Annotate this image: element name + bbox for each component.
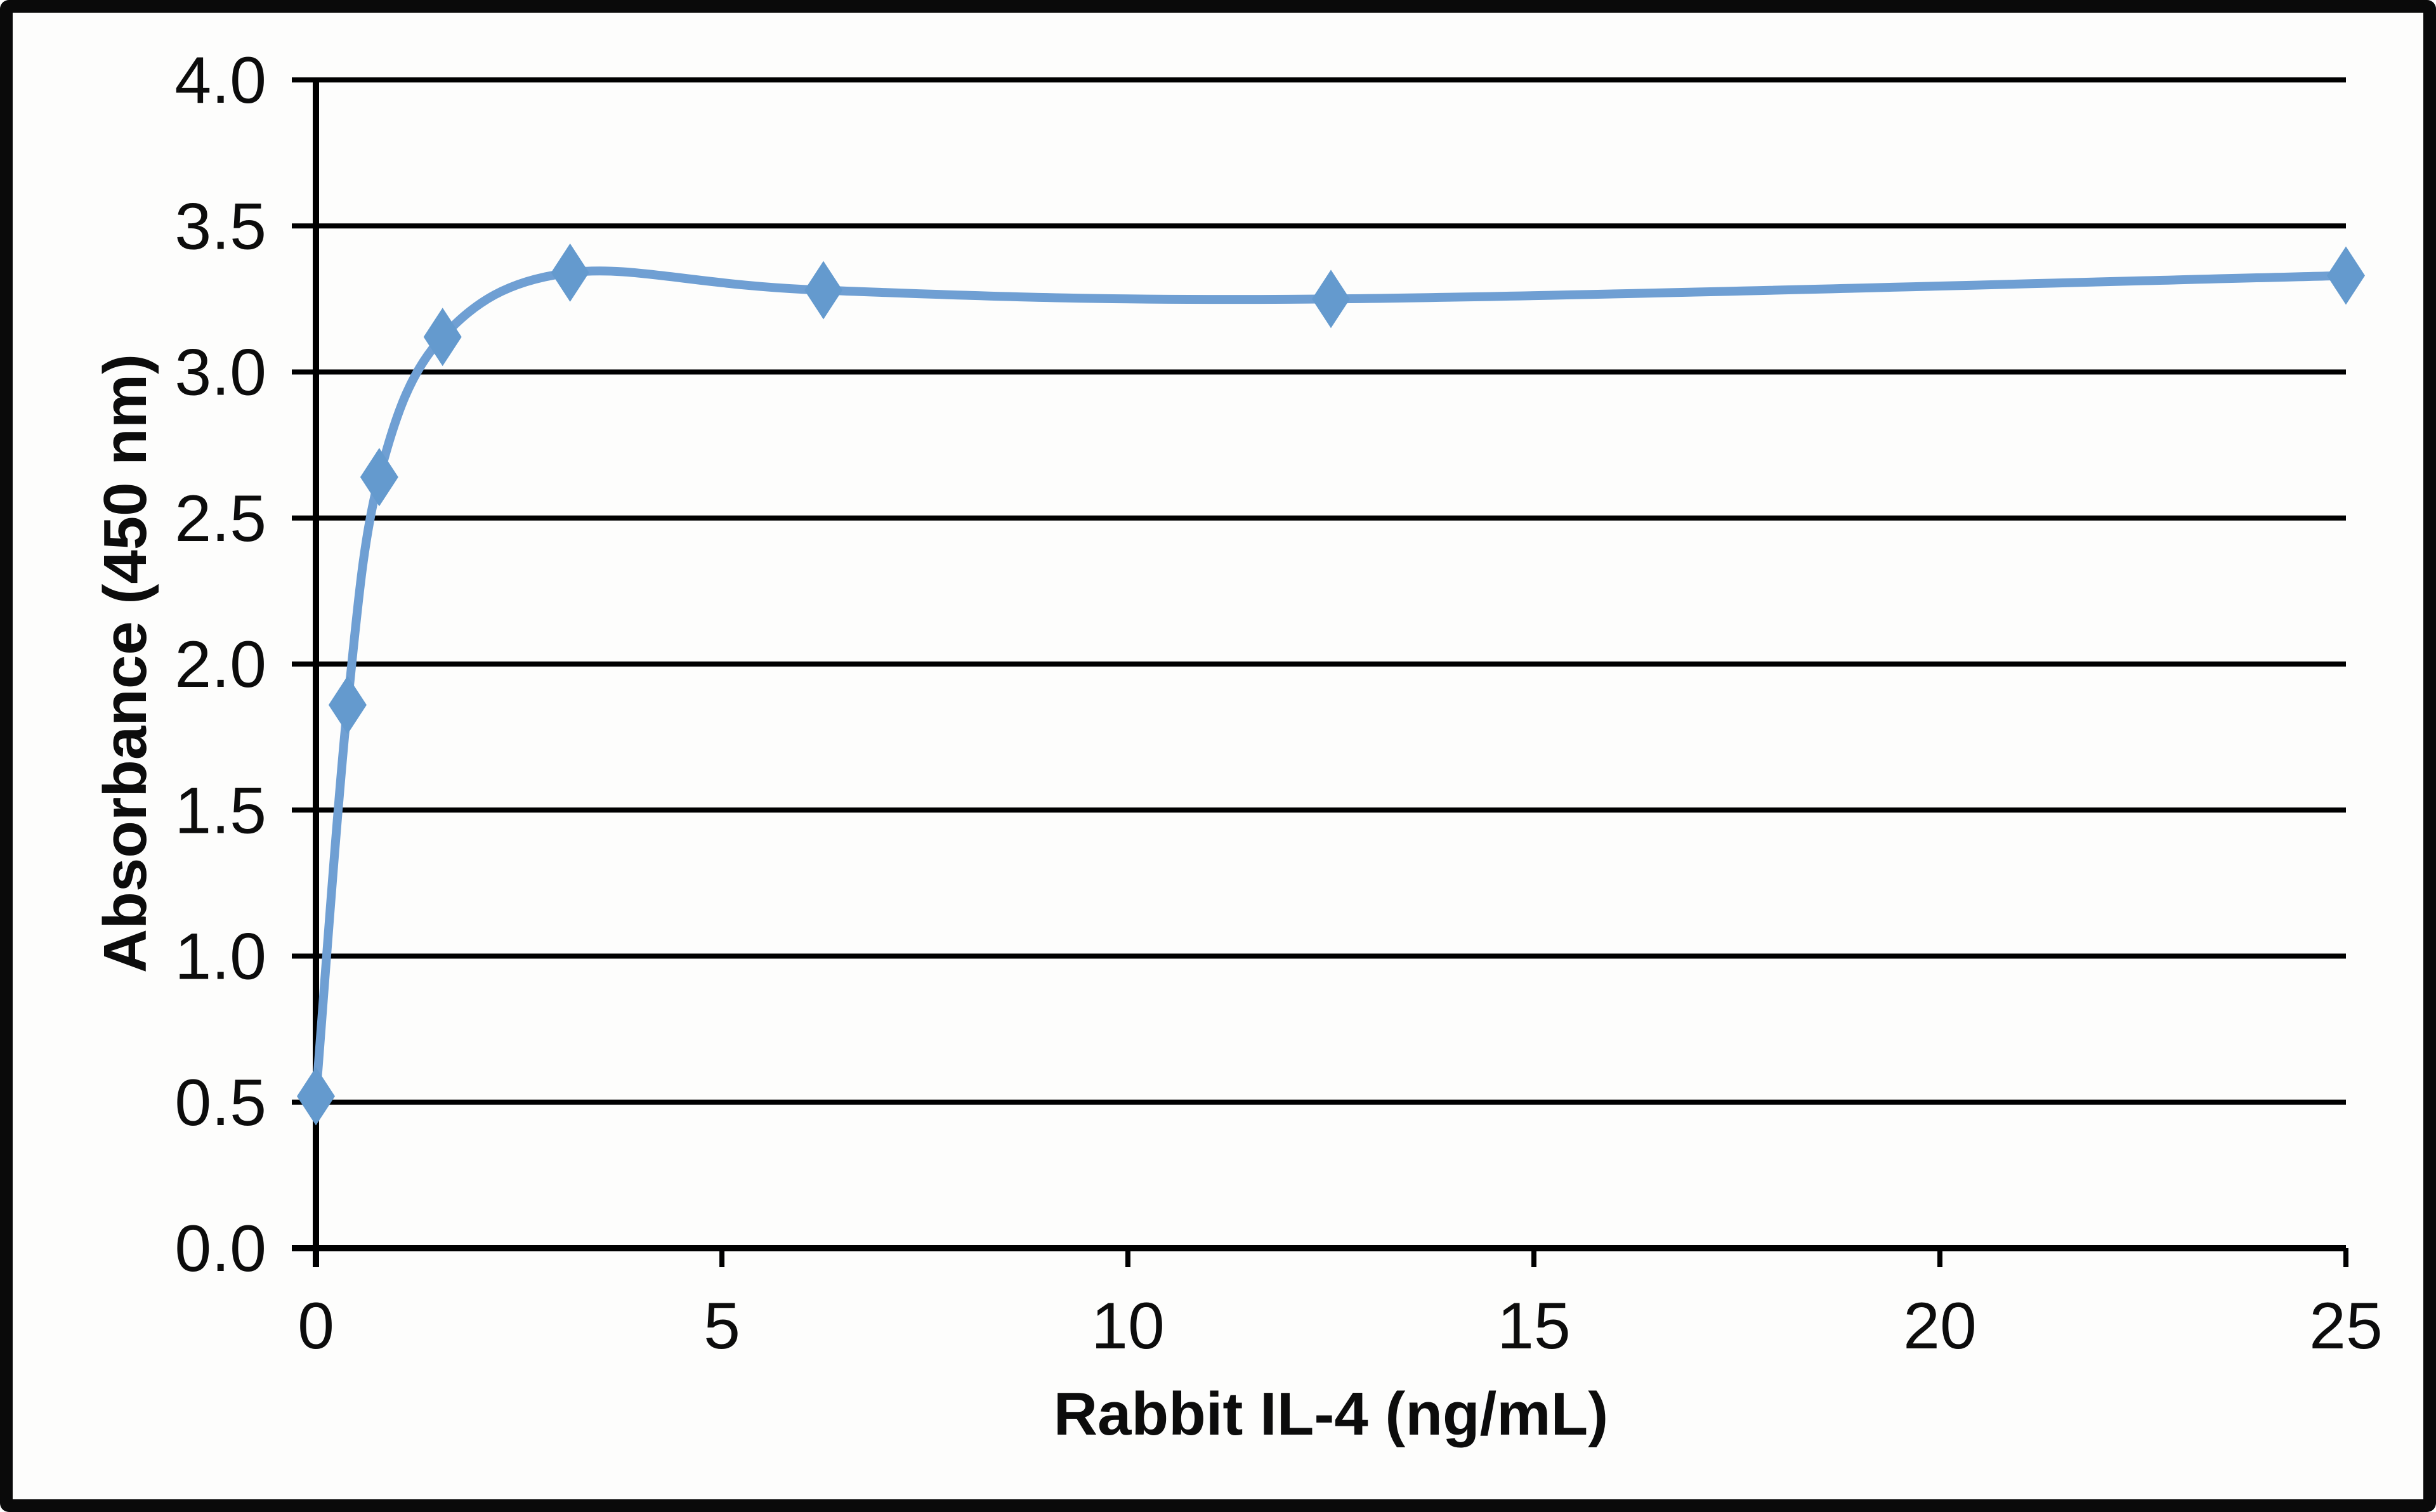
y-tick-labels: 0.0 0.5 1.0 1.5 2.0 2.5 3.0 3.5 4.0 [174, 44, 266, 1286]
y-axis-title: Absorbance (450 nm) [91, 354, 159, 973]
data-point-markers [297, 243, 2365, 1126]
y-tick-label-1.5: 1.5 [174, 774, 266, 847]
data-point-0.78 [360, 448, 398, 507]
y-tick-label-4.0: 4.0 [174, 44, 266, 117]
gridlines [292, 77, 2346, 1251]
x-tick-label-15: 15 [1497, 1289, 1571, 1363]
x-tick-label-5: 5 [704, 1289, 740, 1363]
data-point-0 [297, 1067, 335, 1126]
x-tick-label-0: 0 [298, 1289, 334, 1363]
y-tick-label-0.5: 0.5 [174, 1066, 266, 1140]
data-point-12.5 [1312, 270, 1350, 329]
data-point-1.56 [423, 308, 462, 367]
y-tick-label-2.5: 2.5 [174, 482, 266, 556]
x-tick-label-25: 25 [2309, 1289, 2383, 1363]
x-tick-label-10: 10 [1091, 1289, 1165, 1363]
x-axis-title: Rabbit IL-4 (ng/mL) [1054, 1380, 1609, 1448]
data-point-0.39 [328, 675, 367, 734]
y-tick-label-3.0: 3.0 [174, 336, 266, 410]
y-tick-label-3.5: 3.5 [174, 190, 266, 263]
chart-canvas: 0.0 0.5 1.0 1.5 2.0 2.5 3.0 3.5 4.0 0 5 10 15 20 25 R… [91, 44, 2383, 1448]
x-tick-marks [313, 1248, 2348, 1267]
data-point-6.25 [804, 261, 842, 320]
y-tick-label-1.0: 1.0 [174, 920, 266, 994]
standard-curve-line [311, 266, 2350, 1101]
axes [292, 80, 2346, 1267]
x-tick-label-20: 20 [1903, 1289, 1977, 1363]
y-tick-label-2.0: 2.0 [174, 628, 266, 701]
data-point-25 [2327, 246, 2365, 305]
x-tick-labels: 0 5 10 15 20 25 [298, 1289, 2383, 1363]
data-point-3.13 [551, 243, 589, 302]
y-tick-label-0.0: 0.0 [174, 1212, 266, 1286]
